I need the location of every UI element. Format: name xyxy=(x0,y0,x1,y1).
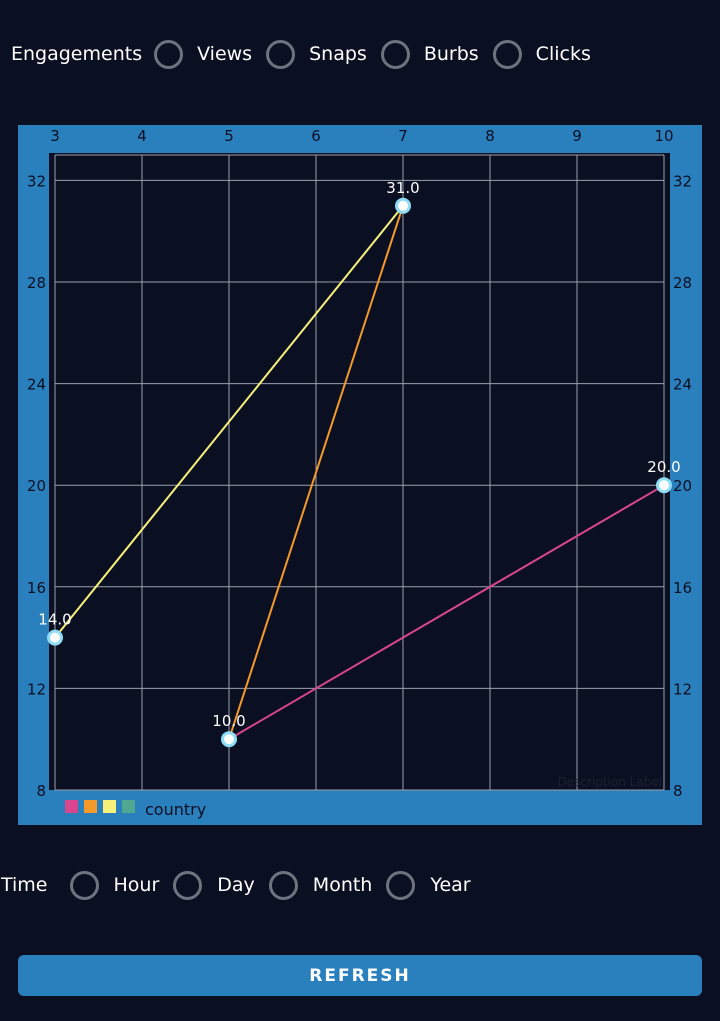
radio-burbs[interactable]: Burbs xyxy=(380,39,479,69)
y-tick-label-right: 24 xyxy=(673,376,692,394)
radio-circle-icon[interactable] xyxy=(154,39,184,69)
x-tick-label: 4 xyxy=(137,127,147,145)
x-tick-label: 5 xyxy=(224,127,234,145)
legend-swatch xyxy=(103,800,116,813)
x-tick-label: 7 xyxy=(398,127,408,145)
radio-circle-icon[interactable] xyxy=(492,39,522,69)
radio-month[interactable]: Month xyxy=(268,870,373,900)
y-tick-label-left: 20 xyxy=(27,477,46,495)
radio-year[interactable]: Year xyxy=(386,870,471,900)
radio-day-label: Day xyxy=(217,874,255,896)
radio-snaps-label: Snaps xyxy=(309,43,367,65)
legend-swatch xyxy=(84,800,97,813)
radio-views-label: Views xyxy=(197,43,253,65)
radio-views[interactable]: Views xyxy=(154,39,253,69)
data-point xyxy=(221,731,237,748)
legend-label: country xyxy=(145,800,206,819)
chart-svg: 3 4 5 6 7 8 9 10 8 8 12 12 16 16 20 20 24 24 28 28 32 32 14.0 3… xyxy=(27,127,692,819)
y-tick-label-right: 20 xyxy=(673,477,692,495)
data-point xyxy=(656,477,672,494)
radio-circle-icon[interactable] xyxy=(268,870,298,900)
y-tick-label-left: 8 xyxy=(36,782,46,800)
line-chart[interactable]: 3 4 5 6 7 8 9 10 8 8 12 12 16 16 20 20 24 24 28 28 32 32 14.0 3… xyxy=(18,125,702,825)
data-point xyxy=(47,629,63,646)
series-line-segment xyxy=(228,484,665,741)
x-tick-label: 9 xyxy=(572,127,582,145)
engagements-label: Engagements xyxy=(11,43,143,65)
data-point xyxy=(395,197,411,214)
time-radio-group: Time Hour Day Month Year xyxy=(0,865,720,905)
series-line-segment xyxy=(54,205,404,639)
y-tick-label-right: 28 xyxy=(673,274,692,292)
y-tick-label-left: 28 xyxy=(27,274,46,292)
radio-circle-icon[interactable] xyxy=(69,870,99,900)
legend-swatch xyxy=(122,800,135,813)
data-label: 14.0 xyxy=(38,611,71,629)
description-label: Description Label xyxy=(557,775,662,789)
y-tick-label-right: 12 xyxy=(673,680,692,698)
y-tick-label-left: 12 xyxy=(27,680,46,698)
radio-burbs-label: Burbs xyxy=(423,43,479,65)
radio-clicks[interactable]: Clicks xyxy=(492,39,591,69)
y-tick-label-right: 16 xyxy=(673,579,692,597)
radio-month-label: Month xyxy=(312,874,373,896)
radio-circle-icon[interactable] xyxy=(380,39,410,69)
radio-year-label: Year xyxy=(430,874,471,896)
time-label: Time xyxy=(1,874,48,896)
y-tick-label-right: 32 xyxy=(673,172,692,190)
refresh-button[interactable]: REFRESH xyxy=(18,955,702,996)
x-tick-label: 10 xyxy=(654,127,673,145)
radio-hour-label: Hour xyxy=(113,874,160,896)
series-line-segment xyxy=(228,205,404,740)
x-tick-label: 8 xyxy=(485,127,495,145)
radio-snaps[interactable]: Snaps xyxy=(266,39,367,69)
radio-day[interactable]: Day xyxy=(173,870,255,900)
radio-circle-icon[interactable] xyxy=(386,870,416,900)
y-tick-label-left: 24 xyxy=(27,376,46,394)
x-tick-label: 3 xyxy=(50,127,60,145)
y-tick-label-right: 8 xyxy=(673,782,683,800)
data-label: 10.0 xyxy=(212,712,245,730)
radio-circle-icon[interactable] xyxy=(266,39,296,69)
y-tick-label-left: 16 xyxy=(27,579,46,597)
radio-clicks-label: Clicks xyxy=(535,43,591,65)
engagements-radio-group: Engagements Views Snaps Burbs Clicks xyxy=(0,34,720,74)
x-tick-label: 6 xyxy=(311,127,321,145)
y-tick-label-left: 32 xyxy=(27,172,46,190)
data-label: 20.0 xyxy=(647,458,680,476)
data-label: 31.0 xyxy=(386,179,419,197)
legend-swatch xyxy=(65,800,78,813)
radio-circle-icon[interactable] xyxy=(173,870,203,900)
radio-hour[interactable]: Hour xyxy=(69,870,160,900)
